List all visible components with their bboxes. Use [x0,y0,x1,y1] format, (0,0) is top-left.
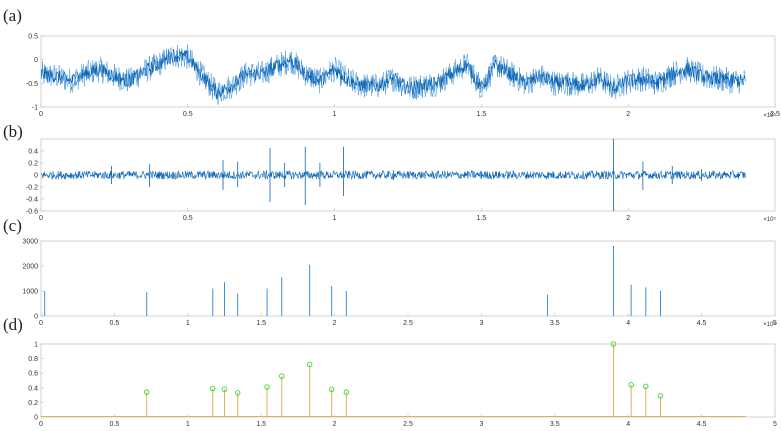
y-tick-label: 1000 [22,289,38,296]
panel-b: (b) 0 0.5 1 1.5 2 0.4 0.2 0 -0.2 -0.4 -0.6 ×10⁵ [3,122,777,223]
panel-label: (d) [3,315,23,334]
x-tick-label: 1 [186,421,190,428]
plot-area [41,344,746,417]
x-tick-label: 3 [479,320,483,327]
y-tick-label: 2000 [22,264,38,271]
panel-label: (b) [3,122,23,141]
peak-marker [657,393,664,399]
x-tick-label: 1 [186,320,190,327]
y-tick-label: -0.2 [26,185,38,192]
x-tick-label: 1.5 [477,111,487,118]
x-tick-label: 2 [626,215,630,222]
x-tick-label: 0 [39,215,43,222]
peak-marker [210,385,216,392]
y-tick-label: 0 [34,173,38,180]
peak-marker [221,386,228,393]
series-line [41,48,746,100]
x-tick-label: 2.5 [403,320,413,327]
panel-d: (d) 0 0.5 1 1.5 2 2.5 3 3.5 4 4.5 5 1 0.8 0.6 0.4 0.2 0 [3,315,777,428]
y-tick-label: -0.4 [26,197,38,204]
x-tick-label: 4 [626,421,630,428]
x-tick-label: 2.5 [770,111,780,118]
y-tick-label: 0.2 [28,161,38,168]
y-tick-label: 0.4 [28,385,38,392]
panel-c: (c) 0 0.5 1 1.5 2 2.5 3 3.5 4 4.5 5 3000 2000 1000 0 ×10… [3,216,777,328]
x-tick-label: 5 [773,320,777,327]
x-tick-label: 0 [39,111,43,118]
y-tick-label: -0.6 [26,209,38,216]
peak-marker [279,373,285,379]
x-tick-label: 0 [39,320,43,327]
y-tick-label: 0.4 [28,149,38,156]
x-tick-label: 1.5 [477,215,487,222]
x-tick-label: 4.5 [697,421,707,428]
axes-frame [40,343,776,418]
x-tick-label: 0.5 [110,421,120,428]
y-tick-label: 0 [34,314,38,321]
series-line-light [41,44,746,106]
y-tick-label: 3000 [22,239,38,246]
x-tick-label: 1.5 [256,320,266,327]
x-tick-label: 1 [333,111,337,118]
peak-marker [306,361,313,368]
peak-marker [234,390,241,396]
x-exponent: ×10⁵ [763,112,776,119]
x-tick-label: 2 [333,421,337,428]
x-tick-label: 3.5 [550,320,560,327]
y-tick-label: 1 [34,342,38,349]
x-tick-label: 2 [333,320,337,327]
x-tick-label: 5 [773,421,777,428]
y-tick-label: -0.5 [26,81,38,88]
x-tick-label: 2 [626,111,630,118]
x-tick-label: 2.5 [403,421,413,428]
x-tick-label: 3.5 [550,421,560,428]
y-tick-label: 0 [34,415,38,422]
peak-marker [610,341,617,347]
y-tick-label: -1 [32,105,38,112]
panel-label: (a) [3,6,22,25]
axes-frame [40,35,776,108]
x-tick-label: 1 [333,215,337,222]
y-tick-label: 0.5 [28,34,38,41]
panel-label: (c) [3,216,22,235]
plot-area [44,246,661,316]
x-tick-label: 0.5 [183,111,193,118]
x-tick-label: 4.5 [697,320,707,327]
x-tick-label: 0 [39,421,43,428]
y-tick-label: 0.2 [28,400,38,407]
y-tick-label: 0 [34,57,38,64]
plot-area [41,44,746,106]
peak-marker [343,389,350,395]
y-tick-label: 0.6 [28,371,38,378]
peak-marker [328,386,335,393]
peak-marker [628,382,634,388]
x-tick-label: 0.5 [183,215,193,222]
peak-marker [143,389,150,395]
y-tick-label: 0.8 [28,356,38,363]
x-exponent: ×10⁴ [763,321,776,328]
x-tick-label: 0.5 [110,320,120,327]
x-tick-label: 1.5 [256,421,266,428]
x-tick-label: 3 [479,421,483,428]
panel-a: (a) 0 0.5 1 1.5 2 2.5 0.5 0 -0.5 -1 ×10⁵ [3,6,780,119]
plot-area [41,139,746,211]
axes-frame [40,240,776,317]
x-exponent: ×10⁵ [763,216,776,223]
x-tick-label: 4 [626,320,630,327]
peak-marker [643,383,649,390]
peak-marker [264,384,270,390]
